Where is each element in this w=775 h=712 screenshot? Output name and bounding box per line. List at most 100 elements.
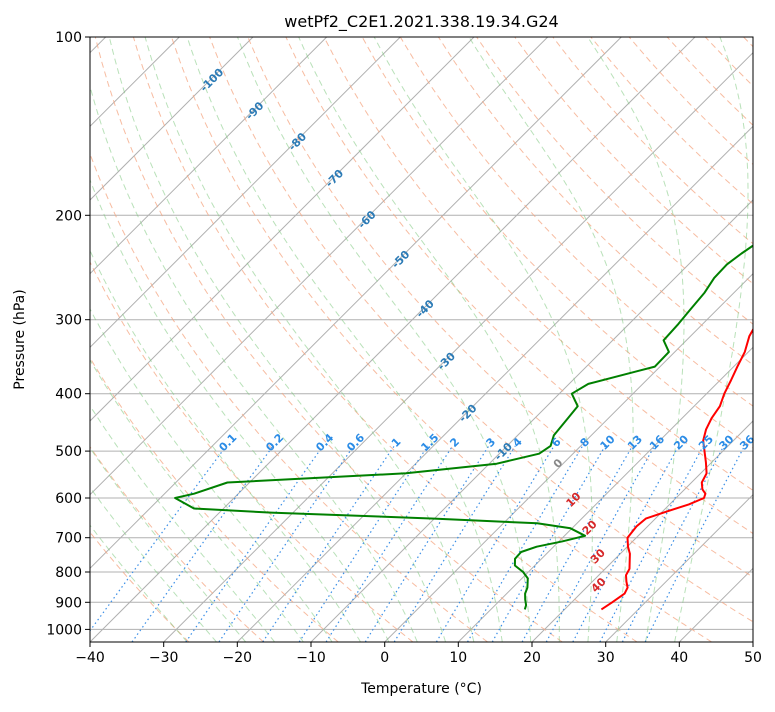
isotherm-line bbox=[606, 37, 775, 642]
mixing-ratio-line bbox=[394, 446, 515, 642]
moist-adiabat-line bbox=[675, 37, 748, 642]
x-tick-label: −40 bbox=[75, 650, 105, 666]
dry-adiabat-line bbox=[0, 37, 189, 642]
mixing-ratio-label: 20 bbox=[671, 432, 691, 452]
mixing-ratio-line bbox=[546, 446, 654, 642]
background-lines bbox=[0, 37, 775, 642]
dry-adiabat-label: -90 bbox=[243, 99, 266, 122]
isotherm-line bbox=[0, 37, 253, 642]
mixing-ratio-line bbox=[468, 446, 583, 642]
moist-adiabat-line bbox=[0, 37, 217, 642]
dry-adiabat-line bbox=[515, 37, 775, 642]
isotherm-line bbox=[0, 37, 400, 642]
dry-adiabat-label: -60 bbox=[355, 208, 378, 231]
mixing-ratio-label: 10 bbox=[598, 432, 618, 452]
y-tick-label: 200 bbox=[55, 208, 82, 224]
y-tick-label: 700 bbox=[55, 531, 82, 547]
mixing-ratio-line bbox=[219, 446, 354, 642]
y-tick-label: 300 bbox=[55, 313, 82, 329]
y-tick-label: 800 bbox=[55, 565, 82, 581]
moist-adiabat-line bbox=[0, 37, 275, 642]
moist-adiabat-label: 30 bbox=[588, 546, 608, 566]
y-tick-label: 400 bbox=[55, 387, 82, 403]
mixing-ratio-line bbox=[132, 446, 273, 642]
x-tick-label: 30 bbox=[597, 650, 615, 666]
dry-adiabat-line bbox=[57, 37, 488, 642]
dry-adiabat-line bbox=[0, 37, 263, 642]
x-tick-label: −30 bbox=[149, 650, 179, 666]
dry-adiabat-line bbox=[438, 37, 775, 642]
dry-adiabat-line bbox=[210, 37, 775, 642]
dry-adiabat-label: -30 bbox=[435, 349, 458, 372]
moist-adiabat-label: 10 bbox=[564, 490, 584, 510]
dry-adiabat-line bbox=[172, 37, 712, 642]
x-tick-label: 0 bbox=[380, 650, 389, 666]
y-tick-label: 100 bbox=[55, 30, 82, 46]
data-lines bbox=[175, 37, 775, 609]
moist-adiabat-line bbox=[51, 37, 389, 642]
isotherm-line bbox=[164, 37, 769, 642]
moist-adiabat-line bbox=[27, 37, 361, 642]
mixing-ratio-line bbox=[573, 446, 679, 642]
dry-adiabat-line bbox=[95, 37, 562, 642]
mixing-ratio-label: 6 bbox=[549, 435, 564, 450]
mixing-ratio-line bbox=[82, 446, 227, 642]
chart-title: wetPf2_C2E1.2021.338.19.34.G24 bbox=[284, 12, 558, 32]
x-tick-label: 20 bbox=[523, 650, 541, 666]
dry-adiabat-label: -80 bbox=[286, 130, 309, 153]
dry-adiabat-label: -100 bbox=[198, 66, 227, 95]
moist-adiabat-line bbox=[78, 37, 417, 642]
dry-adiabat-label: -20 bbox=[456, 402, 479, 425]
isotherm-line bbox=[0, 37, 474, 642]
mixing-ratio-label: 36 bbox=[737, 432, 757, 452]
temperature-profile-line bbox=[601, 37, 775, 609]
moist-adiabat-line bbox=[5, 37, 332, 642]
y-tick-label: 900 bbox=[55, 595, 82, 611]
plot-frame bbox=[90, 37, 753, 642]
mixing-ratio-line bbox=[186, 446, 323, 642]
moist-adiabat-line bbox=[109, 37, 445, 642]
x-tick-label: 10 bbox=[449, 650, 467, 666]
moist-adiabat-line bbox=[0, 37, 303, 642]
mixing-ratio-label: 3 bbox=[484, 435, 499, 450]
moist-adiabat-line bbox=[0, 37, 187, 642]
y-tick-label: 600 bbox=[55, 491, 82, 507]
dry-adiabat-line bbox=[133, 37, 637, 642]
mixing-ratio-label: 30 bbox=[717, 432, 737, 452]
dry-adiabat-line bbox=[19, 37, 413, 642]
dry-adiabat-line bbox=[0, 37, 338, 642]
moist-adiabat-line bbox=[0, 37, 246, 642]
mixing-ratio-label: 25 bbox=[696, 433, 716, 453]
y-axis-label: Pressure (hPa) bbox=[12, 289, 28, 389]
isotherm-line bbox=[16, 37, 621, 642]
x-axis-label: Temperature (°C) bbox=[360, 681, 482, 697]
mixing-ratio-label: 13 bbox=[625, 433, 645, 453]
axes: −40 −30 −20 −10 0 10 20 30 40 50 100 200 300 400 500 60… bbox=[46, 30, 762, 666]
moist-adiabat-line bbox=[469, 37, 633, 642]
isotherm-line bbox=[385, 37, 775, 642]
mixing-ratio-label: 8 bbox=[578, 435, 593, 450]
moist-adiabat-line bbox=[187, 37, 502, 642]
dry-adiabat-label: -50 bbox=[389, 248, 412, 271]
y-tick-label: 500 bbox=[55, 444, 82, 460]
mixing-ratio-line bbox=[600, 446, 704, 642]
x-tick-label: −20 bbox=[223, 650, 253, 666]
isotherm-line bbox=[753, 37, 775, 642]
y-tick-label: 1000 bbox=[46, 622, 82, 638]
x-tick-label: −10 bbox=[296, 650, 326, 666]
mixing-ratio-line bbox=[436, 446, 554, 642]
dewpoint-profile-line bbox=[175, 37, 775, 609]
mixing-ratio-label: 2 bbox=[447, 435, 462, 450]
moist-adiabat-line bbox=[238, 37, 531, 642]
dry-adiabat-label: -70 bbox=[323, 167, 346, 190]
dry-adiabat-line bbox=[705, 37, 775, 642]
isotherm-line bbox=[237, 37, 775, 642]
isotherm-line bbox=[532, 37, 775, 642]
isotherm-line bbox=[90, 37, 695, 642]
mixing-ratio-line bbox=[522, 446, 632, 642]
x-tick-label: 50 bbox=[744, 650, 762, 666]
x-tick-label: 40 bbox=[670, 650, 688, 666]
isotherm-line bbox=[458, 37, 775, 642]
